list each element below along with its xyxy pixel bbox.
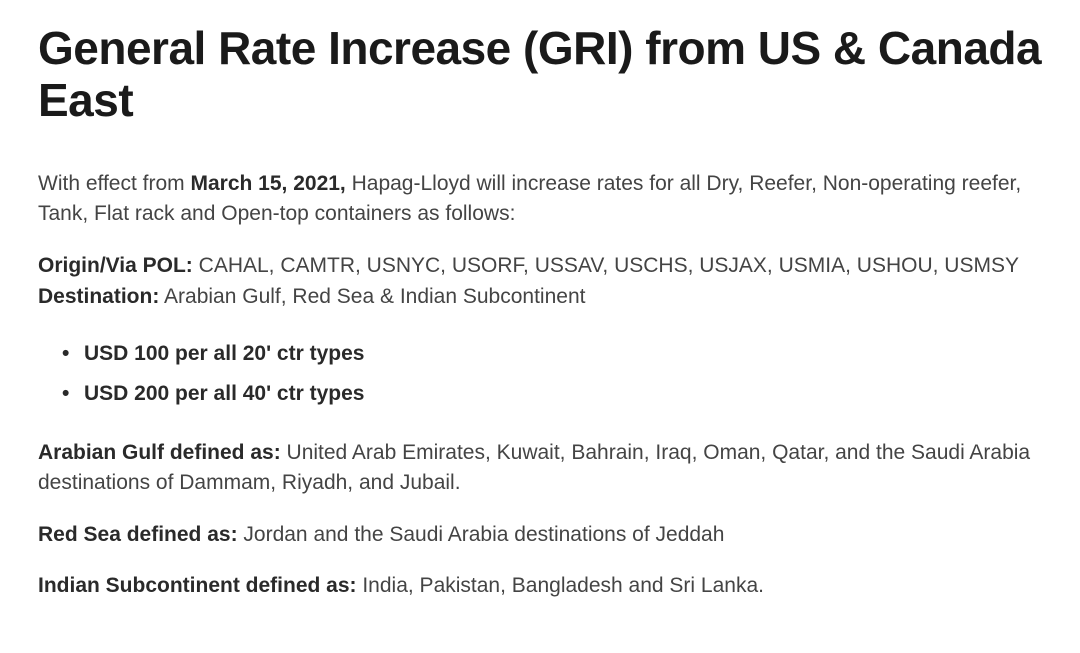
destination-label: Destination: <box>38 285 159 308</box>
definition-value: India, Pakistan, Bangladesh and Sri Lank… <box>357 574 764 597</box>
destination-value: Arabian Gulf, Red Sea & Indian Subcontin… <box>159 285 585 308</box>
origin-value: CAHAL, CAMTR, USNYC, USORF, USSAV, USCHS… <box>193 254 1019 277</box>
effective-date: March 15, 2021, <box>191 172 346 195</box>
intro-prefix: With effect from <box>38 172 191 195</box>
intro-paragraph: With effect from March 15, 2021, Hapag-L… <box>38 169 1042 229</box>
rate-list: USD 100 per all 20' ctr types USD 200 pe… <box>38 334 1042 414</box>
destination-line: Destination: Arabian Gulf, Red Sea & Ind… <box>38 282 1042 312</box>
arabian-gulf-definition: Arabian Gulf defined as: United Arab Emi… <box>38 438 1042 498</box>
definition-label: Arabian Gulf defined as: <box>38 441 281 464</box>
definition-value: Jordan and the Saudi Arabia destinations… <box>238 523 725 546</box>
definition-label: Red Sea defined as: <box>38 523 238 546</box>
origin-line: Origin/Via POL: CAHAL, CAMTR, USNYC, USO… <box>38 251 1042 281</box>
indian-subcontinent-definition: Indian Subcontinent defined as: India, P… <box>38 571 1042 601</box>
rate-item: USD 100 per all 20' ctr types <box>84 334 1042 374</box>
document-page: General Rate Increase (GRI) from US & Ca… <box>0 0 1080 653</box>
origin-label: Origin/Via POL: <box>38 254 193 277</box>
definition-label: Indian Subcontinent defined as: <box>38 574 357 597</box>
page-title: General Rate Increase (GRI) from US & Ca… <box>38 22 1042 127</box>
rate-item: USD 200 per all 40' ctr types <box>84 374 1042 414</box>
red-sea-definition: Red Sea defined as: Jordan and the Saudi… <box>38 520 1042 550</box>
